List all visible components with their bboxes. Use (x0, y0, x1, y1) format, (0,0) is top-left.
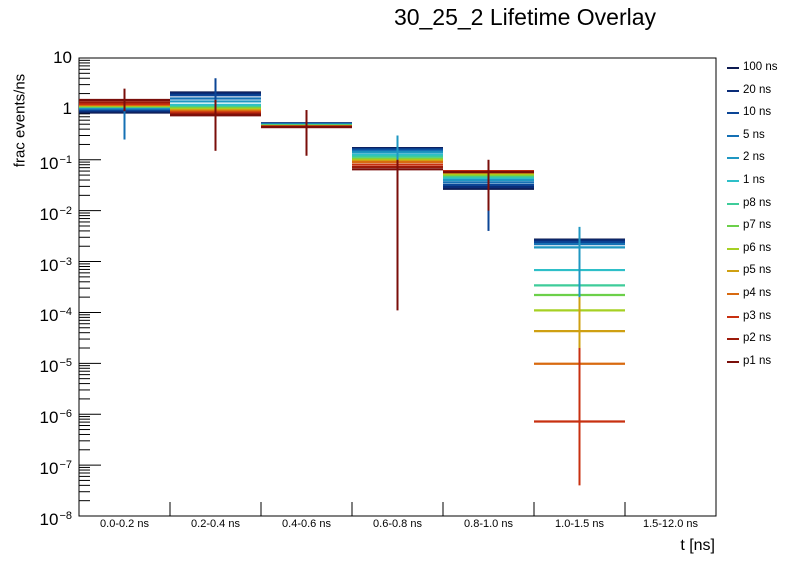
y-tick-base: 10 (39, 255, 59, 275)
y-tick-base: 10 (39, 153, 59, 173)
y-tick-base: 10 (39, 357, 59, 377)
legend-swatch (727, 179, 739, 182)
legend-label: 100 ns (743, 61, 778, 73)
legend-swatch (727, 247, 739, 250)
legend-entry: p2 ns (723, 329, 795, 352)
legend-swatch (727, 157, 739, 160)
legend-label: 10 ns (743, 106, 772, 119)
legend-entry: p6 ns (723, 239, 795, 262)
y-tick-label: 10−6 (20, 405, 72, 427)
legend-swatch (727, 292, 739, 295)
y-tick-exponent: −8 (59, 510, 72, 522)
y-tick-label: 10−8 (20, 507, 72, 529)
legend-swatch (727, 315, 739, 318)
legend-label: p4 ns (743, 286, 772, 299)
legend-swatch (727, 89, 739, 92)
legend-label: p1 ns (743, 354, 772, 367)
y-tick-base: 10 (53, 48, 72, 67)
legend: 100 ns 20 ns 10 ns 5 ns 2 ns 1 ns p8 ns p7 ns p6… (723, 58, 795, 374)
x-tick-label: 0.0-0.2 ns (100, 518, 149, 530)
y-tick-label: 10−1 (20, 151, 72, 173)
legend-label: p6 ns (743, 241, 772, 254)
legend-entry: 1 ns (723, 171, 795, 194)
legend-label: 1 ns (743, 173, 765, 186)
legend-swatch (727, 338, 739, 341)
y-tick-label: 10−4 (20, 303, 72, 325)
legend-entry: p7 ns (723, 216, 795, 239)
legend-entry: 2 ns (723, 148, 795, 171)
y-tick-base: 10 (39, 408, 59, 428)
legend-swatch (727, 67, 739, 69)
y-tick-label: 10−3 (20, 253, 72, 275)
y-tick-base: 10 (39, 510, 59, 529)
y-tick-label: 10−5 (20, 354, 72, 376)
legend-entry: p8 ns (723, 194, 795, 217)
legend-label: p2 ns (743, 332, 772, 345)
x-tick-label: 0.6-0.8 ns (373, 518, 422, 530)
legend-entry: p5 ns (723, 261, 795, 284)
legend-label: 20 ns (743, 83, 772, 96)
legend-label: 5 ns (743, 128, 765, 141)
y-tick-exponent: −7 (59, 459, 72, 472)
x-tick-label: 0.4-0.6 ns (282, 518, 331, 530)
y-tick-label: 10−2 (20, 202, 72, 224)
legend-label: p8 ns (743, 196, 772, 209)
legend-label: p7 ns (743, 219, 772, 232)
plot-frame (78, 57, 717, 517)
legend-label: 2 ns (743, 151, 765, 164)
legend-entry: 100 ns (723, 58, 795, 81)
x-tick-label: 1.0-1.5 ns (555, 518, 604, 530)
chart-title: 30_25_2 Lifetime Overlay (393, 4, 657, 30)
legend-swatch (727, 360, 739, 363)
legend-entry: 5 ns (723, 126, 795, 149)
y-tick-label: 10−7 (20, 456, 72, 478)
legend-swatch (727, 112, 739, 115)
legend-label: p3 ns (743, 309, 772, 322)
legend-swatch (727, 202, 739, 205)
x-tick-label: 0.8-1.0 ns (464, 518, 513, 530)
y-tick-exponent: −3 (59, 255, 72, 268)
y-tick-exponent: −5 (59, 357, 72, 370)
legend-entry: 20 ns (723, 81, 795, 104)
legend-swatch (727, 270, 739, 273)
y-tick-label: 10 (20, 49, 72, 67)
y-tick-exponent: −4 (59, 306, 72, 319)
x-axis-label: t [ns] (680, 537, 715, 554)
y-tick-exponent: −2 (59, 204, 72, 217)
y-tick-exponent: −1 (59, 153, 72, 166)
y-tick-exponent: −6 (59, 408, 72, 421)
y-tick-base: 10 (39, 204, 59, 224)
legend-entry: p1 ns (723, 352, 795, 375)
y-tick-label: 1 (20, 98, 72, 118)
y-tick-base: 1 (62, 98, 72, 118)
legend-entry: 10 ns (723, 103, 795, 126)
y-tick-base: 10 (39, 306, 59, 326)
x-tick-label: 0.2-0.4 ns (191, 518, 240, 530)
x-tick-label: 1.5-12.0 ns (642, 518, 699, 530)
legend-entry: p3 ns (723, 307, 795, 330)
legend-entry: p4 ns (723, 284, 795, 307)
legend-swatch (727, 134, 739, 137)
y-tick-base: 10 (39, 459, 59, 479)
legend-label: p5 ns (743, 264, 772, 277)
legend-swatch (727, 225, 739, 228)
